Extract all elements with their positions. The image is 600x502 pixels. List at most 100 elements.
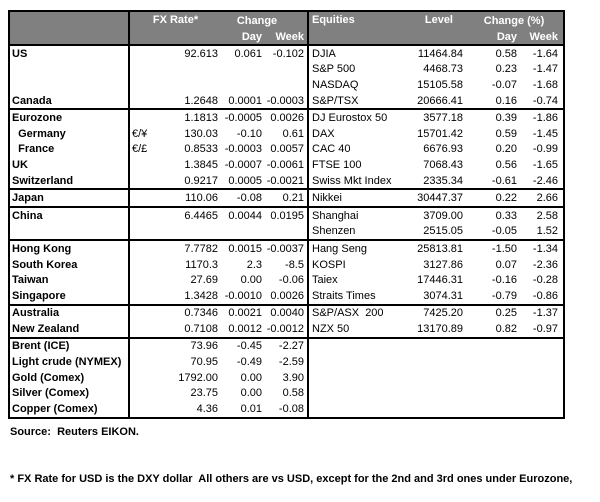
table-row: S&P 500 4468.73 0.23 -1.47	[9, 61, 564, 78]
fx-rate-value: 23.75	[190, 387, 218, 400]
table-row: Gold (Comex) 1792.00 0.00 3.90	[9, 369, 564, 386]
fx-pair	[129, 109, 155, 126]
equity-change-week: -1.45	[532, 127, 558, 140]
equity-name: KOSPI	[307, 256, 401, 273]
equity-level: 11464.84	[417, 47, 463, 60]
equity-name: CAC 40	[307, 141, 401, 158]
equity-change-week: -1.68	[532, 78, 558, 91]
fx-rate-value: 130.03	[184, 127, 218, 140]
fx-change-day: -0.0005	[224, 112, 262, 125]
header-fx-change: Change	[221, 11, 308, 29]
fx-change-week: -0.0037	[266, 242, 304, 255]
equity-name: DJ Eurostox 50	[307, 109, 401, 126]
fx-change-day: 0.0021	[228, 307, 262, 320]
equity-name: S&P 500	[307, 61, 401, 78]
fx-rate-value: 1.2648	[155, 92, 221, 111]
table-row: Australia 0.7346 0.0021 0.0040 S&P/ASX 200 74…	[9, 304, 564, 322]
row-label: UK	[9, 157, 130, 173]
table-row: Switzerland 0.9217 0.0005 -0.0021 Swiss Mkt …	[9, 172, 564, 191]
row-label: Eurozone	[9, 109, 130, 126]
fx-rate-value: 1170.3	[185, 258, 218, 271]
equity-change-week	[519, 401, 564, 418]
row-label	[9, 61, 130, 78]
equity-change-week: -1.64	[532, 47, 558, 60]
fx-pair	[129, 401, 155, 418]
fx-change-day	[221, 62, 266, 78]
fx-pair	[129, 157, 155, 173]
header-level: Level	[401, 11, 465, 45]
equity-level: 3127.86	[423, 258, 463, 271]
equity-change-week	[519, 385, 564, 401]
fx-rate-value: 70.95	[190, 356, 218, 369]
equity-name: FTSE 100	[307, 157, 401, 173]
equity-name: Straits Times	[307, 287, 401, 306]
table-row: Silver (Comex) 23.75 0.00 0.58	[9, 385, 564, 402]
equity-name: S&P/TSX	[307, 92, 401, 111]
equity-change-week	[519, 370, 564, 386]
table-row: US 92.613 0.061 -0.102 DJIA 11464.84 0.58 -1.64	[9, 45, 564, 62]
row-label: Australia	[9, 304, 130, 322]
row-label: Silver (Comex)	[9, 385, 130, 402]
fx-change-week: -0.0003	[266, 92, 308, 111]
equity-change-week: -0.99	[532, 143, 558, 156]
footnote: * FX Rate for USD is the DXY dollar All …	[10, 441, 600, 502]
table-row: Japan 110.06 -0.08 0.21 Nikkei 30447.37 0.22 2.…	[9, 189, 564, 208]
fx-change-day: -0.0010	[221, 287, 266, 306]
row-label: Brent (ICE)	[9, 337, 130, 355]
header-equity-week: Week	[519, 29, 564, 45]
row-label: Gold (Comex)	[9, 369, 130, 386]
equity-name	[307, 385, 401, 402]
row-label: Copper (Comex)	[9, 401, 130, 418]
equity-change-week: -1.37	[532, 307, 558, 320]
equity-change-day: 0.39	[495, 112, 517, 125]
table-row: China 6.4465 0.0044 0.0195 Shanghai 3709.00 0.…	[9, 206, 564, 224]
fx-change-day: -0.08	[221, 189, 266, 208]
fx-rate-value: 0.7108	[155, 321, 221, 339]
header-fx-week: Week	[266, 29, 308, 45]
equity-level: 15105.58	[417, 78, 463, 91]
fx-rate-value: 6.4465	[184, 209, 218, 222]
equity-level: 2515.05	[401, 223, 465, 242]
equity-level: 3709.00	[423, 209, 463, 222]
equity-name: NZX 50	[307, 321, 401, 339]
fx-change-day: -0.10	[236, 127, 262, 140]
table-row: Singapore 1.3428 -0.0010 0.0026 Straits Time…	[9, 287, 564, 306]
equity-change-day	[465, 370, 519, 386]
fx-change-week: -0.102	[272, 47, 304, 60]
row-label: New Zealand	[9, 321, 130, 339]
fx-pair	[129, 272, 155, 288]
fx-rate-value: 92.613	[184, 47, 218, 60]
fx-change-day: 0.00	[240, 387, 262, 400]
fx-rate-value	[155, 223, 221, 242]
row-label	[9, 77, 130, 93]
fx-change-day: -0.0007	[224, 158, 262, 171]
header-equities: Equities	[307, 11, 401, 45]
equity-change-day	[465, 385, 519, 401]
fx-change-week: 0.58	[282, 387, 304, 400]
fx-pair	[129, 354, 155, 370]
equity-change-day: -1.50	[491, 242, 517, 255]
fx-rate-value: 1.1813	[184, 112, 218, 125]
equity-change-day: 0.16	[465, 92, 519, 111]
equity-change-week: -2.46	[519, 172, 564, 191]
equity-name: Shenzen	[307, 223, 401, 242]
equity-change-day: -0.79	[465, 287, 519, 306]
fx-change-week: -0.0012	[266, 321, 308, 339]
equity-level: 2335.34	[401, 172, 465, 191]
fx-change-day: 0.00	[240, 371, 262, 384]
fx-rate-value: 7.7782	[184, 242, 218, 255]
row-label: Hong Kong	[9, 240, 130, 257]
table-row: NASDAQ 15105.58 -0.07 -1.68	[9, 77, 564, 93]
equity-name	[307, 337, 401, 355]
equity-change-week: -0.28	[532, 274, 558, 287]
row-label: South Korea	[9, 256, 130, 273]
fx-change-day: -0.49	[236, 356, 262, 369]
fx-rate-value: 1792.00	[178, 371, 218, 384]
fx-change-day: 0.0012	[221, 321, 266, 339]
fx-pair	[129, 172, 155, 191]
equity-name: Hang Seng	[307, 240, 401, 257]
fx-pair	[129, 257, 155, 273]
row-label: Singapore	[9, 287, 130, 306]
equity-name: Nikkei	[307, 189, 401, 208]
equity-change-day: 0.23	[495, 63, 517, 76]
